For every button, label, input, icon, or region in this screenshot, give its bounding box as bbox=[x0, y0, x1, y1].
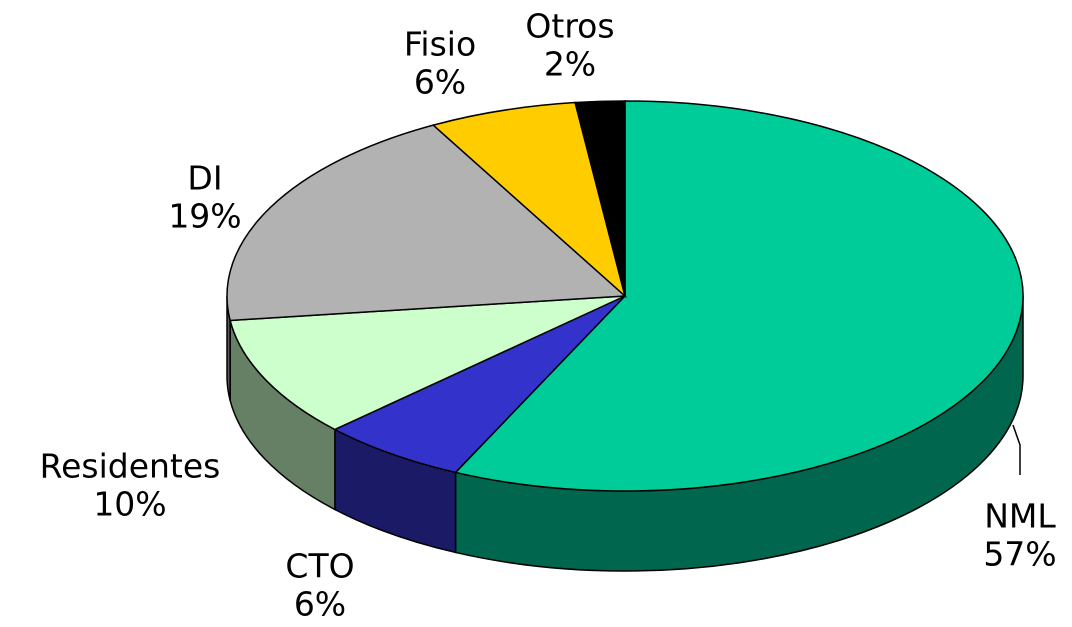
slice-name: CTO bbox=[285, 547, 354, 586]
slice-value-label: 2% bbox=[544, 45, 596, 84]
slice-name: Otros bbox=[525, 7, 614, 46]
labels: NML57%CTO6%Residentes10%DI19%Fisio6%Otro… bbox=[40, 7, 1057, 624]
slice-value-label: 6% bbox=[294, 585, 346, 624]
pie-slice bbox=[229, 295, 626, 431]
leader-line bbox=[1012, 424, 1021, 475]
slice-value-label: 57% bbox=[983, 535, 1056, 574]
slice-name: Fisio bbox=[404, 25, 476, 64]
pie-slice bbox=[333, 295, 626, 474]
pie-walls bbox=[226, 295, 1024, 572]
slice-value-label: 6% bbox=[414, 63, 466, 102]
pie-slice bbox=[431, 101, 627, 299]
slice-value-label: 10% bbox=[93, 485, 166, 524]
slice-value-label: 19% bbox=[168, 197, 241, 236]
slice-name: DI bbox=[187, 159, 222, 198]
pie-slice bbox=[574, 100, 626, 297]
pie-top bbox=[226, 100, 1024, 492]
slice-name: Residentes bbox=[40, 447, 221, 486]
pie-slice bbox=[454, 100, 1024, 492]
pie-slice bbox=[226, 124, 627, 322]
slice-name: NML bbox=[984, 497, 1056, 536]
